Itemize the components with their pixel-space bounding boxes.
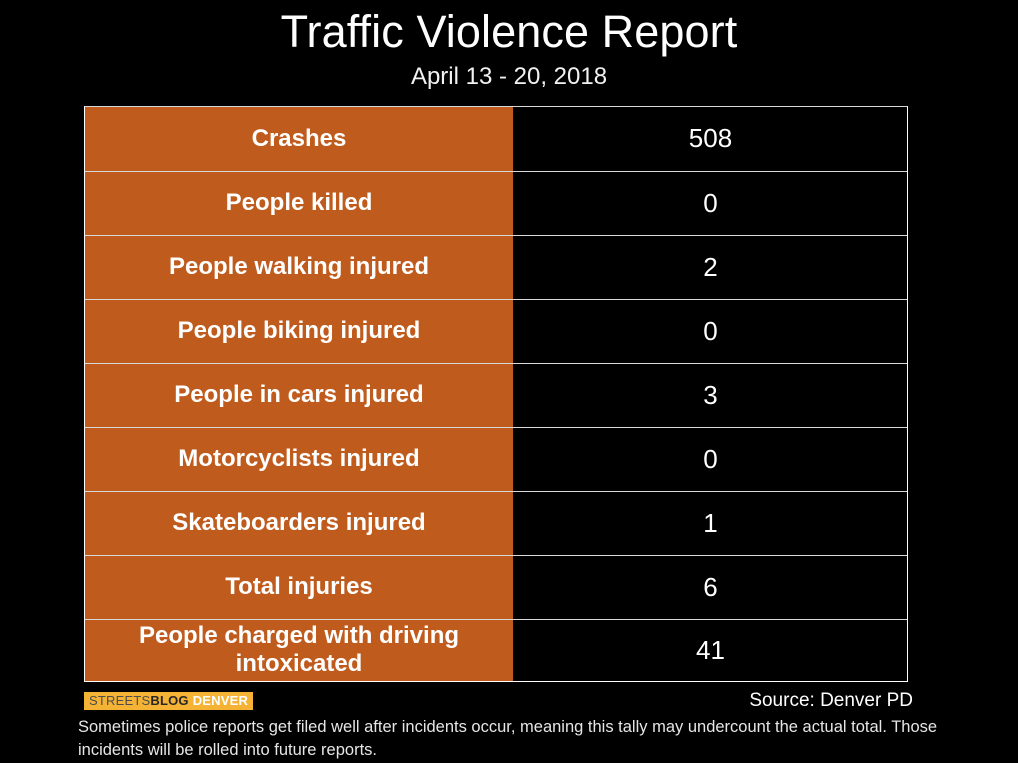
page-title: Traffic Violence Report <box>280 6 738 57</box>
row-value: 3 <box>513 363 907 428</box>
table-row: Crashes 508 <box>85 107 907 172</box>
row-label: People in cars injured <box>85 363 514 428</box>
table-row: People biking injured 0 <box>85 299 907 364</box>
row-value: 2 <box>513 235 907 300</box>
stats-table-container: Crashes 508 People killed 0 People walki… <box>84 106 908 682</box>
logo-text-streets: STREETS <box>89 693 151 708</box>
row-label: Skateboarders injured <box>85 491 514 556</box>
row-value: 0 <box>513 427 907 492</box>
report-footer: STREETS BLOG DENVER Source: Denver PD <box>84 688 913 714</box>
row-label: Motorcyclists injured <box>85 427 514 492</box>
row-label: People walking injured <box>85 235 514 300</box>
stats-table: Crashes 508 People killed 0 People walki… <box>85 107 907 681</box>
row-label: People killed <box>85 171 514 236</box>
table-row: Skateboarders injured 1 <box>85 491 907 556</box>
row-label: Crashes <box>85 107 514 172</box>
row-value: 508 <box>513 107 907 172</box>
stats-table-body: Crashes 508 People killed 0 People walki… <box>85 107 907 681</box>
row-label: People charged with driving intoxicated <box>85 619 514 681</box>
logo-text-blog: BLOG <box>150 693 189 708</box>
row-value: 0 <box>513 171 907 236</box>
row-label: Total injuries <box>85 555 514 620</box>
row-value: 6 <box>513 555 907 620</box>
date-range-subtitle: April 13 - 20, 2018 <box>410 63 608 91</box>
report-header: Traffic Violence Report April 13 - 20, 2… <box>0 0 1018 92</box>
source-attribution: Source: Denver PD <box>749 690 913 711</box>
table-row: Motorcyclists injured 0 <box>85 427 907 492</box>
logo-text-denver: DENVER <box>192 693 249 708</box>
row-value: 41 <box>513 619 907 681</box>
row-label: People biking injured <box>85 299 514 364</box>
table-row: People in cars injured 3 <box>85 363 907 428</box>
row-value: 0 <box>513 299 907 364</box>
table-row: People killed 0 <box>85 171 907 236</box>
table-row: People walking injured 2 <box>85 235 907 300</box>
table-row: People charged with driving intoxicated … <box>85 619 907 681</box>
disclaimer-text: Sometimes police reports get filed well … <box>78 718 938 759</box>
streetsblog-denver-logo[interactable]: STREETS BLOG DENVER <box>84 692 254 710</box>
row-value: 1 <box>513 491 907 556</box>
table-row: Total injuries 6 <box>85 555 907 620</box>
